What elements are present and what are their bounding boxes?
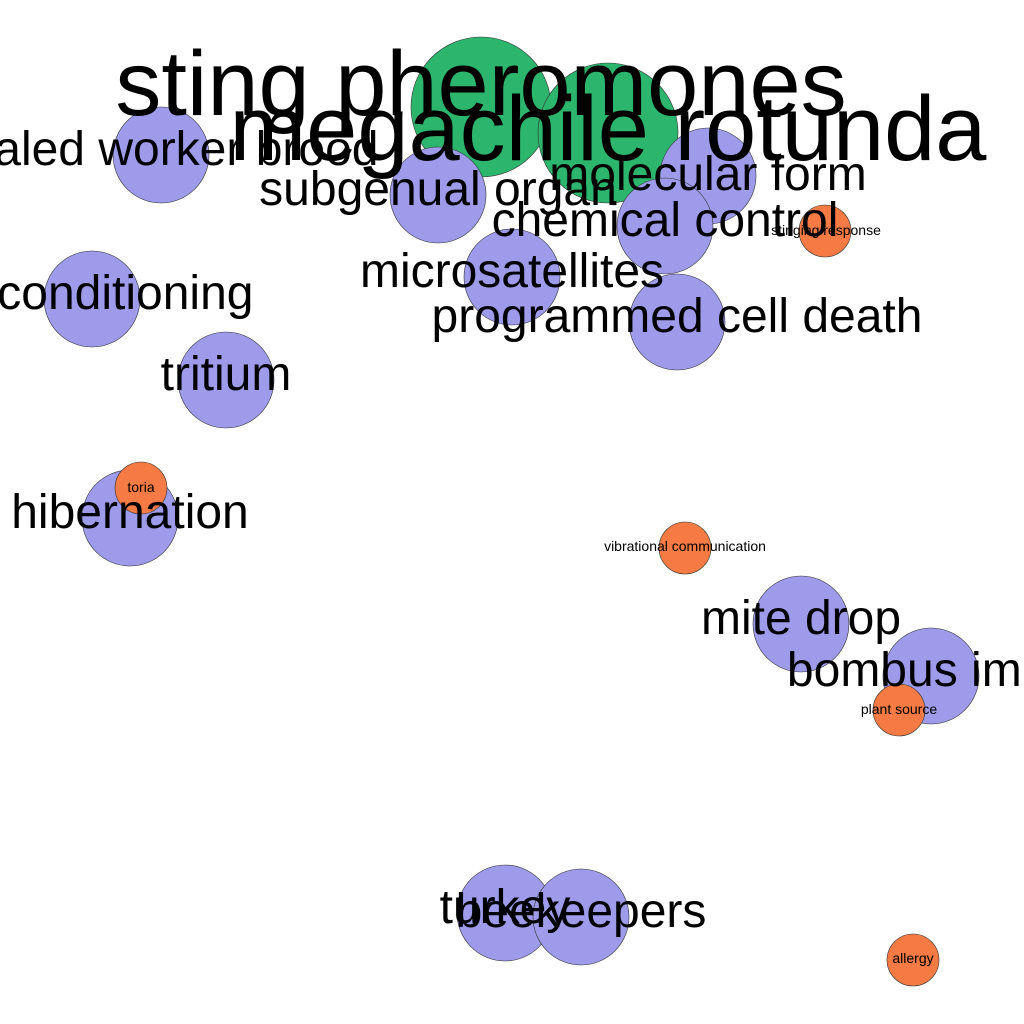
node-circle-programmed-cell-death[interactable] bbox=[628, 273, 726, 371]
node-circle-sealed-worker-brood[interactable] bbox=[112, 106, 210, 204]
node-circle-toria[interactable] bbox=[114, 461, 168, 515]
node-label-mite-drop: mite drop bbox=[701, 592, 901, 645]
node-label-vibrational-communication: vibrational communication bbox=[604, 538, 766, 554]
node-circle-subgenual-organ[interactable] bbox=[389, 146, 487, 244]
node-label-pavlovian-conditioning: an conditioning bbox=[0, 267, 253, 320]
node-label-plant-source: plant source bbox=[861, 701, 937, 717]
node-circle-plant-source[interactable] bbox=[872, 683, 926, 737]
node-label-chemical-control: chemical control bbox=[492, 194, 839, 247]
node-circle-megachile-rotundata[interactable] bbox=[537, 62, 679, 204]
node-label-tritium: tritium bbox=[161, 348, 292, 401]
node-label-sting-pheromones: sting pheromones bbox=[115, 33, 846, 135]
node-label-bombus-impatiens: bombus impa bbox=[787, 644, 1024, 697]
node-label-megachile-rotundata: megachile rotunda bbox=[230, 78, 988, 180]
node-label-molecular-form: molecular form bbox=[549, 148, 866, 201]
node-label-subgenual-organ: subgenual organ bbox=[259, 163, 617, 216]
node-circle-mite-drop[interactable] bbox=[752, 575, 850, 673]
node-label-hibernation: hibernation bbox=[11, 486, 249, 539]
node-circle-tritium[interactable] bbox=[177, 331, 275, 429]
node-circles bbox=[43, 36, 980, 987]
node-circle-vibrational-communication[interactable] bbox=[658, 521, 712, 575]
node-label-toria: toria bbox=[127, 479, 154, 495]
node-label-turkey: turkey bbox=[440, 881, 571, 934]
node-label-microsatellites: microsatellites bbox=[360, 245, 664, 298]
node-circle-stinging-response[interactable] bbox=[798, 204, 852, 258]
node-label-stinging-response: stinging response bbox=[771, 222, 881, 238]
node-label-sealed-worker-brood: sealed worker brood bbox=[0, 123, 378, 176]
node-label-programmed-cell-death: programmed cell death bbox=[432, 290, 923, 343]
node-circle-microsatellites[interactable] bbox=[463, 228, 561, 326]
node-circle-chemical-control[interactable] bbox=[616, 177, 714, 275]
node-circle-beekeepers[interactable] bbox=[532, 868, 630, 966]
node-circle-pavlovian-conditioning[interactable] bbox=[43, 250, 141, 348]
node-circle-allergy[interactable] bbox=[886, 933, 940, 987]
node-label-allergy: allergy bbox=[892, 950, 933, 966]
node-label-beekeepers: beekeepers bbox=[456, 885, 707, 938]
